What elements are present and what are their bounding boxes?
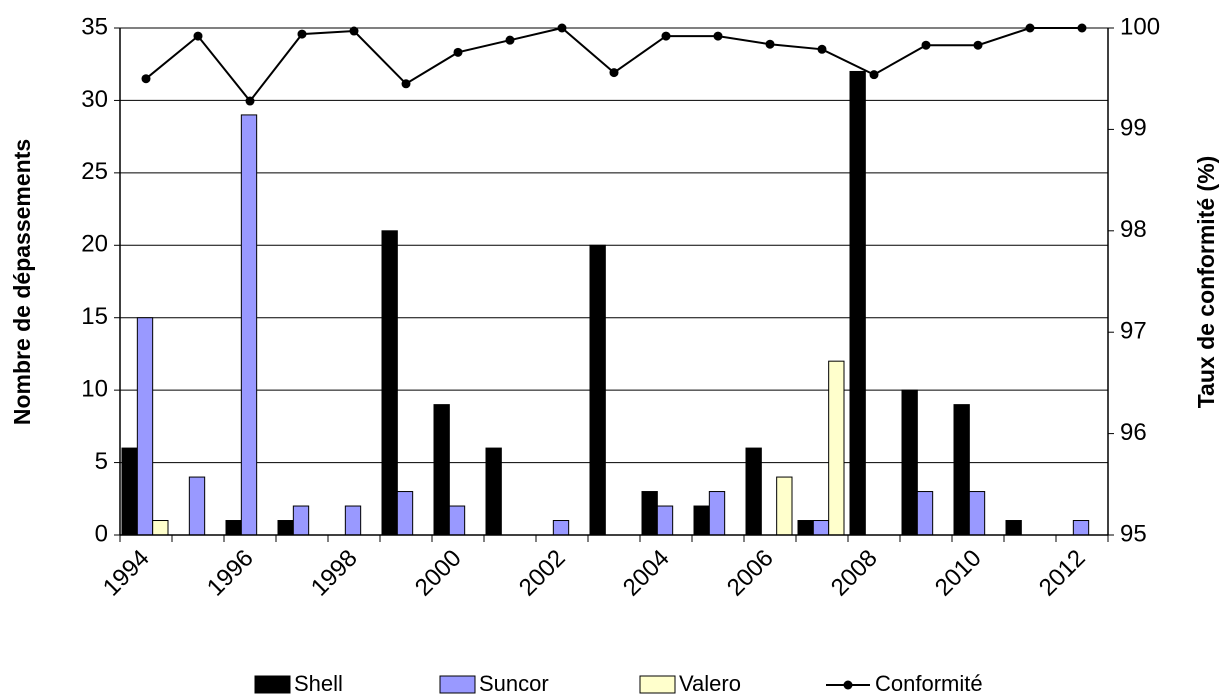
bar [152,520,169,536]
line-point [557,23,567,33]
bar [292,505,310,536]
bar [812,520,830,536]
bar [240,114,258,536]
line-point [141,74,151,84]
line-point [245,96,255,106]
bar [188,476,206,536]
x-tick-label: 2006 [722,545,779,602]
y2-tick-label: 99 [1120,115,1147,142]
bar [797,520,814,536]
y2-tick-label: 97 [1120,318,1147,345]
bar [381,230,398,536]
bar [708,491,726,536]
legend-label: Suncor [479,671,549,696]
line-point [401,79,411,89]
bar [396,491,414,536]
bar [344,505,362,536]
bar [776,476,793,536]
bar [849,70,866,536]
y-tick-label: 10 [81,375,108,402]
legend-swatch [439,675,476,694]
line [145,26,1082,103]
y-tick-label: 35 [81,13,108,40]
bar [693,505,710,536]
x-tick-label: 1996 [202,545,259,602]
x-tick-label: 2004 [618,545,675,602]
y-tick-label: 5 [95,448,108,475]
y-tick-label: 25 [81,158,108,185]
y-tick-label: 15 [81,303,108,330]
y-tick-label: 30 [81,86,108,113]
bar [121,447,138,536]
y2-tick-label: 98 [1120,216,1147,243]
legend-label: Shell [294,671,343,696]
bar [136,317,154,536]
line-point [817,44,827,54]
bar [552,520,570,536]
line-point [505,35,515,45]
bar [433,404,450,536]
line-point [193,31,203,41]
line-point [1025,23,1035,33]
x-tick-label: 2000 [410,545,467,602]
x-tick-label: 1998 [306,545,363,602]
bar [641,491,658,536]
line-point [869,70,879,80]
bar [225,520,242,536]
line-point [713,31,723,41]
bar [745,447,762,536]
line-point [661,31,671,41]
bar [901,389,918,536]
legend-swatch [639,675,676,694]
line-point [973,40,983,50]
y-tick-label: 20 [81,231,108,258]
legend-label: Valero [679,671,741,696]
bar [277,520,294,536]
bar [1005,520,1022,536]
y2-tick-label: 100 [1120,13,1160,40]
bar [828,360,845,536]
y-axis-title: Nombre de dépassements [9,139,35,425]
y2-tick-label: 96 [1120,419,1147,446]
x-tick-label: 2002 [514,545,571,602]
legend-marker [843,680,853,690]
line-point [1077,23,1087,33]
y2-axis-title: Taux de conformité (%) [1193,156,1219,409]
bar [968,491,986,536]
line-point [453,47,463,57]
bar [589,244,606,536]
x-tick-label: 2008 [826,545,883,602]
line-point [765,39,775,49]
bar [1072,520,1090,536]
bar [656,505,674,536]
x-tick-label: 1994 [98,545,155,602]
line-point [349,26,359,36]
x-tick-label: 2010 [930,545,987,602]
line-point [921,40,931,50]
legend-swatch [254,675,291,694]
bar [448,505,466,536]
bar [485,447,502,536]
y-tick-label: 0 [95,520,108,547]
line-point [297,29,307,39]
bar [953,404,970,536]
x-tick-label: 2012 [1034,545,1091,602]
bar [916,491,934,536]
legend-label: Conformité [875,671,983,696]
y2-tick-label: 95 [1120,520,1147,547]
line-point [609,68,619,78]
